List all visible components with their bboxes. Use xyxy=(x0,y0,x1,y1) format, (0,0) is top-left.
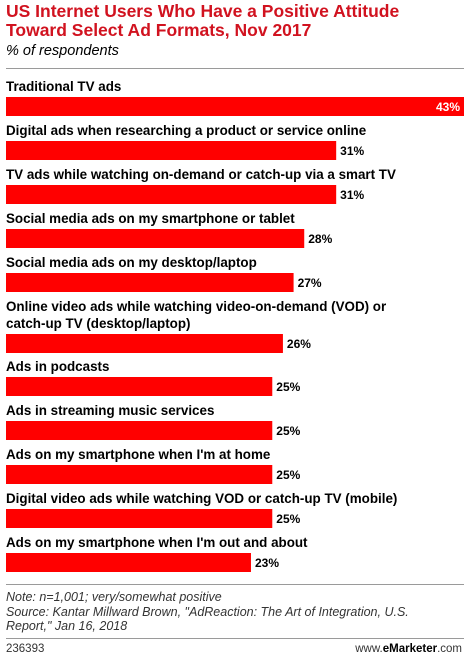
value-label: 27% xyxy=(298,276,322,290)
footer-divider xyxy=(6,584,464,585)
bar xyxy=(6,141,337,160)
bar xyxy=(6,334,283,353)
bar xyxy=(6,185,337,204)
bar xyxy=(6,273,294,292)
value-label: 25% xyxy=(276,512,300,526)
category-label: catch-up TV (desktop/laptop) xyxy=(6,316,191,331)
category-label: Digital ads when researching a product o… xyxy=(6,123,366,138)
bar xyxy=(6,421,273,440)
chart-title: US Internet Users Who Have a Positive At… xyxy=(6,1,400,40)
category-label: Online video ads while watching video-on… xyxy=(6,299,387,314)
header-divider xyxy=(6,68,464,69)
footnote-note: Note: n=1,001; very/somewhat positive xyxy=(6,590,222,604)
value-label: 31% xyxy=(340,188,364,202)
bar xyxy=(6,377,273,396)
brand-name: eMarketer xyxy=(382,643,438,655)
chart-footnote: Note: n=1,001; very/somewhat positive So… xyxy=(6,590,446,634)
bar xyxy=(6,97,464,116)
bar xyxy=(6,229,305,248)
brand-prefix: www. xyxy=(355,643,383,655)
value-label: 25% xyxy=(276,380,300,394)
category-label: Ads in streaming music services xyxy=(6,403,214,418)
chart-id: 236393 xyxy=(6,643,45,655)
category-label: Digital video ads while watching VOD or … xyxy=(6,491,397,506)
chart-subtitle: % of respondents xyxy=(6,43,119,59)
category-label: Social media ads on my desktop/laptop xyxy=(6,255,257,270)
brand-logo[interactable]: www.eMarketer.com xyxy=(355,643,462,655)
category-label: Social media ads on my smartphone or tab… xyxy=(6,211,295,226)
category-label: Ads on my smartphone when I'm out and ab… xyxy=(6,535,308,550)
footer-bottom-divider xyxy=(6,638,464,639)
bar xyxy=(6,465,273,484)
category-label: Traditional TV ads xyxy=(6,79,121,94)
category-label: Ads on my smartphone when I'm at home xyxy=(6,447,270,462)
value-label: 25% xyxy=(276,468,300,482)
category-label: Ads in podcasts xyxy=(6,359,109,374)
bar xyxy=(6,553,251,572)
value-label: 26% xyxy=(287,337,311,351)
bar xyxy=(6,509,273,528)
category-label: TV ads while watching on-demand or catch… xyxy=(6,167,396,182)
value-label: 43% xyxy=(436,100,460,114)
value-label: 31% xyxy=(340,144,364,158)
value-label: 25% xyxy=(276,424,300,438)
brand-suffix: .com xyxy=(437,643,462,655)
footnote-source: Source: Kantar Millward Brown, "AdReacti… xyxy=(6,604,409,634)
value-label: 23% xyxy=(255,556,279,570)
value-label: 28% xyxy=(308,232,332,246)
